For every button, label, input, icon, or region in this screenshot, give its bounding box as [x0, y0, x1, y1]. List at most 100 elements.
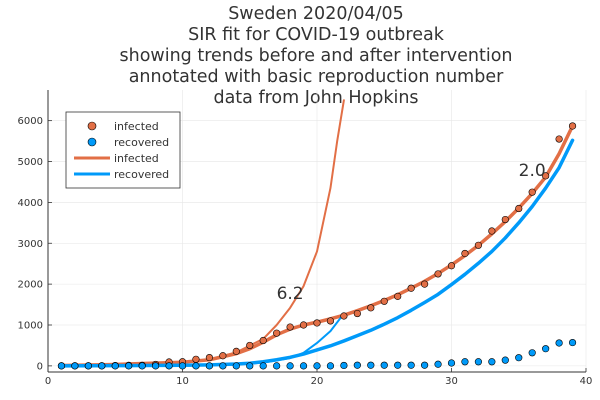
point-recovered: [299, 362, 308, 370]
point-recovered: [205, 362, 213, 370]
point-recovered: [407, 361, 415, 369]
point-infected: [273, 329, 281, 337]
y-tick-label: 3000: [18, 239, 43, 250]
point-infected: [394, 292, 402, 300]
annotation-label: 2.0: [519, 161, 546, 181]
point-recovered: [57, 362, 66, 370]
point-recovered: [394, 361, 402, 369]
series-line-fit-5: [181, 312, 345, 367]
point-recovered: [380, 361, 388, 369]
point-recovered: [246, 362, 254, 370]
point-recovered: [125, 362, 133, 370]
legend-marker-infected: [87, 121, 97, 131]
point-infected: [232, 347, 240, 355]
title-line-4: annotated with basic reproduction number: [129, 67, 504, 87]
point-recovered: [367, 361, 375, 369]
title-line-2: SIR fit for COVID-19 outbreak: [188, 25, 445, 45]
point-recovered: [474, 358, 483, 366]
x-tick-label: 20: [311, 376, 324, 387]
annotations: 6.2 2.0: [277, 161, 546, 304]
point-infected: [367, 304, 375, 312]
point-recovered: [501, 356, 509, 364]
point-recovered: [313, 362, 321, 370]
series-points: [57, 122, 577, 370]
point-recovered: [71, 362, 79, 370]
point-recovered: [528, 349, 536, 357]
legend-label: infected: [114, 152, 159, 165]
point-recovered: [421, 361, 429, 369]
point-infected: [340, 312, 348, 320]
point-recovered: [555, 339, 563, 347]
y-tick-label: 2000: [18, 280, 43, 291]
point-infected: [555, 135, 563, 143]
point-recovered: [84, 362, 92, 370]
axes: 0 10 20 30 40 0 1000 2000 3000 4000 5000 6000: [18, 90, 593, 387]
x-tick-label: 0: [45, 376, 51, 387]
y-tick-label: 5000: [18, 157, 43, 168]
y-tick-label: 1000: [18, 321, 43, 332]
point-recovered: [434, 360, 442, 368]
point-infected: [219, 352, 227, 360]
point-recovered: [111, 362, 119, 370]
point-infected: [353, 309, 361, 318]
point-infected: [259, 336, 267, 345]
point-infected: [246, 341, 254, 350]
title-line-5: data from John Hopkins: [213, 88, 418, 108]
point-recovered: [192, 362, 200, 370]
legend-label: recovered: [114, 168, 169, 181]
point-recovered: [178, 362, 187, 370]
point-recovered: [165, 362, 173, 370]
point-recovered: [273, 362, 281, 370]
point-infected: [205, 353, 213, 362]
legend-label: infected: [114, 120, 159, 133]
point-infected: [286, 323, 294, 331]
point-recovered: [152, 362, 160, 370]
point-infected: [192, 355, 200, 363]
point-recovered: [488, 358, 496, 366]
point-recovered: [259, 362, 267, 370]
point-recovered: [461, 358, 469, 366]
point-infected: [474, 241, 483, 249]
point-recovered: [340, 361, 348, 370]
point-recovered: [447, 359, 456, 367]
point-infected: [434, 270, 442, 278]
point-recovered: [138, 362, 146, 370]
point-recovered: [568, 338, 577, 347]
point-recovered: [326, 362, 335, 370]
point-recovered: [353, 361, 361, 369]
chart-title: Sweden 2020/04/05 SIR fit for COVID-19 o…: [119, 4, 512, 108]
series-line-fit-4: [181, 99, 345, 364]
point-recovered: [98, 362, 106, 370]
y-tick-label: 0: [37, 361, 43, 372]
point-infected: [407, 284, 415, 292]
legend-marker-recovered: [87, 137, 97, 147]
legend-label: recovered: [114, 136, 169, 149]
point-infected: [313, 319, 321, 327]
title-line-1: Sweden 2020/04/05: [228, 4, 404, 24]
point-infected: [299, 321, 308, 329]
y-tick-label: 6000: [18, 116, 43, 127]
point-recovered: [232, 362, 240, 370]
x-tick-label: 30: [445, 376, 458, 387]
x-tick-label: 10: [176, 376, 189, 387]
legend: infected recovered infected recovered: [65, 111, 181, 189]
point-infected: [421, 280, 429, 288]
point-infected: [568, 122, 577, 130]
point-recovered: [286, 362, 294, 370]
x-tick-label: 40: [580, 376, 593, 387]
annotation-label: 6.2: [277, 284, 304, 304]
point-infected: [515, 204, 523, 213]
point-infected: [488, 227, 496, 235]
point-infected: [542, 172, 550, 180]
point-recovered: [219, 362, 227, 370]
point-recovered: [542, 345, 550, 353]
point-infected: [326, 317, 335, 325]
y-tick-label: 4000: [18, 198, 43, 209]
point-infected: [528, 188, 536, 196]
point-recovered: [515, 354, 523, 362]
point-infected: [447, 262, 456, 270]
point-infected: [461, 249, 469, 258]
point-infected: [380, 297, 388, 305]
point-infected: [501, 215, 509, 224]
